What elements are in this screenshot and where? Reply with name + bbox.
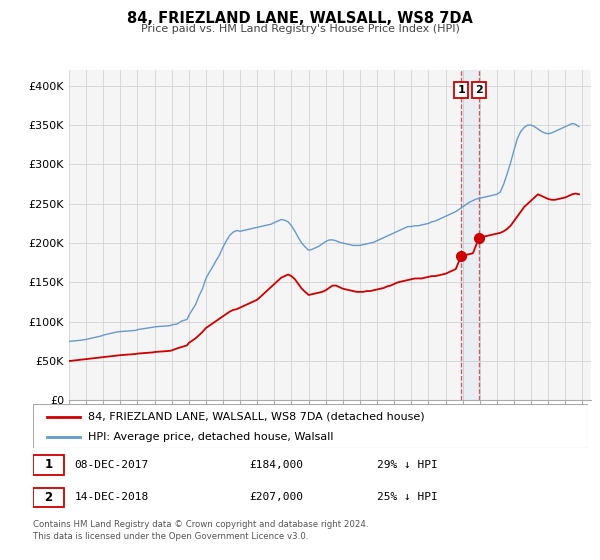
Text: Contains HM Land Registry data © Crown copyright and database right 2024.: Contains HM Land Registry data © Crown c… [33, 520, 368, 529]
Text: 29% ↓ HPI: 29% ↓ HPI [377, 460, 438, 470]
Text: HPI: Average price, detached house, Walsall: HPI: Average price, detached house, Wals… [89, 432, 334, 442]
Text: 14-DEC-2018: 14-DEC-2018 [74, 492, 149, 502]
Text: This data is licensed under the Open Government Licence v3.0.: This data is licensed under the Open Gov… [33, 532, 308, 541]
Bar [461, 70, 479, 400]
Text: 25% ↓ HPI: 25% ↓ HPI [377, 492, 438, 502]
Text: 1: 1 [44, 459, 52, 472]
Text: £184,000: £184,000 [250, 460, 304, 470]
Text: 84, FRIEZLAND LANE, WALSALL, WS8 7DA: 84, FRIEZLAND LANE, WALSALL, WS8 7DA [127, 11, 473, 26]
Bar [33, 488, 64, 507]
Text: 84, FRIEZLAND LANE, WALSALL, WS8 7DA (detached house): 84, FRIEZLAND LANE, WALSALL, WS8 7DA (de… [89, 412, 425, 422]
Text: Price paid vs. HM Land Registry's House Price Index (HPI): Price paid vs. HM Land Registry's House … [140, 24, 460, 34]
Text: £207,000: £207,000 [250, 492, 304, 502]
Text: 2: 2 [44, 491, 52, 503]
Bar [33, 455, 64, 475]
Text: 08-DEC-2017: 08-DEC-2017 [74, 460, 149, 470]
Text: 1: 1 [457, 85, 465, 95]
Text: 2: 2 [475, 85, 483, 95]
